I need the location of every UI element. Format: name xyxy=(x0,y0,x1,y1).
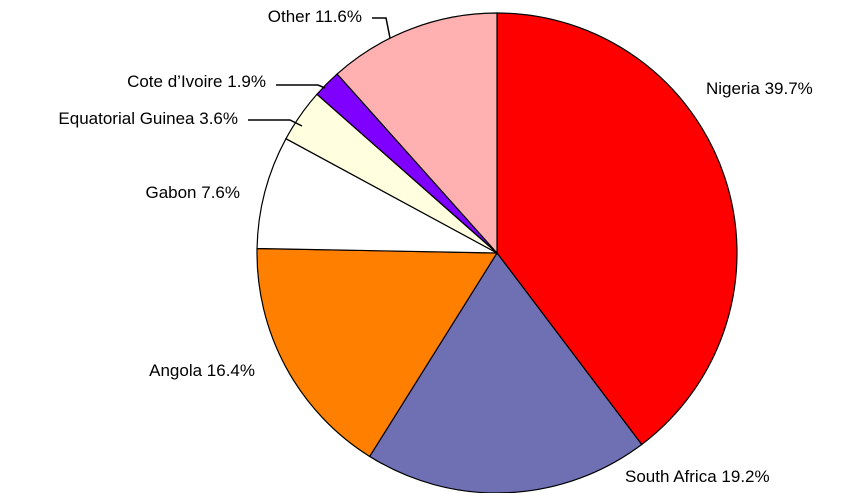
slice-label: Angola 16.4% xyxy=(149,361,255,380)
slice-label: South Africa 19.2% xyxy=(625,467,770,486)
slice-label: Cote d’Ivoire 1.9% xyxy=(127,72,266,91)
leader-line xyxy=(248,119,303,127)
slice-value-label: 11.6% xyxy=(315,7,362,26)
pie-slice xyxy=(336,12,498,255)
leader-line xyxy=(276,84,326,89)
slice-category: Angola xyxy=(149,361,202,380)
slice-label: Gabon 7.6% xyxy=(145,183,240,202)
slice-category: Gabon xyxy=(145,183,196,202)
slice-label: Equatorial Guinea 3.6% xyxy=(58,109,238,128)
leader-line xyxy=(372,17,391,39)
slice-value-label: 3.6% xyxy=(199,109,238,128)
slice-category: Other xyxy=(268,7,311,26)
slice-value-label: 1.9% xyxy=(227,72,266,91)
pie-slice xyxy=(256,247,499,458)
slice-value-label: 16.4% xyxy=(207,361,255,380)
slice-label: Other 11.6% xyxy=(268,7,362,26)
slice-category: Nigeria xyxy=(706,79,760,98)
slice-value-label: 19.2% xyxy=(721,467,769,486)
slice-value-label: 7.6% xyxy=(201,183,240,202)
slice-value-label: 39.7% xyxy=(765,79,813,98)
slice-category: Equatorial Guinea xyxy=(58,109,195,128)
pie-slice xyxy=(496,12,738,446)
pie-slice xyxy=(256,137,498,254)
slice-category: South Africa xyxy=(625,467,717,486)
slice-label: Nigeria 39.7% xyxy=(706,79,813,98)
slice-category: Cote d’Ivoire xyxy=(127,72,222,91)
